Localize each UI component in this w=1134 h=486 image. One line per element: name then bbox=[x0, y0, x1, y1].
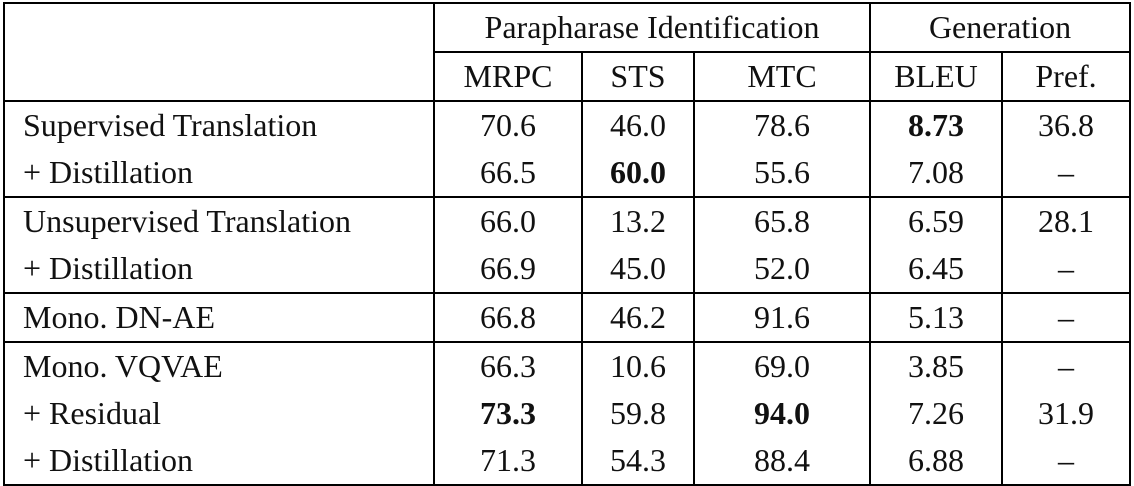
table-body: Parapharase Identification Generation MR… bbox=[3, 2, 1132, 486]
row-label: Supervised Translation bbox=[3, 100, 435, 149]
header-row-groups: Parapharase Identification Generation bbox=[3, 2, 1132, 53]
cell-bleu: 8.73 bbox=[869, 100, 1004, 149]
cell-mtc: 94.0 bbox=[692, 390, 872, 437]
table-row: Supervised Translation 70.6 46.0 78.6 8.… bbox=[3, 100, 1132, 149]
results-table: Parapharase Identification Generation MR… bbox=[3, 2, 1132, 486]
cell-sts: 45.0 bbox=[581, 245, 695, 293]
cell-mtc: 52.0 bbox=[692, 245, 872, 293]
header-corner-cell bbox=[3, 2, 435, 52]
group-header-paraphrase: Parapharase Identification bbox=[432, 2, 872, 53]
cell-mrpc: 66.5 bbox=[433, 149, 583, 197]
header-corner-cell-lower bbox=[3, 52, 435, 101]
cell-mrpc: 66.0 bbox=[433, 196, 583, 245]
cell-mtc: 55.6 bbox=[692, 149, 872, 197]
cell-pref: – bbox=[1001, 245, 1132, 293]
table-row: + Distillation 66.5 60.0 55.6 7.08 – bbox=[3, 149, 1132, 197]
row-label: + Distillation bbox=[3, 149, 435, 197]
cell-sts: 54.3 bbox=[581, 437, 695, 486]
cell-mrpc: 66.9 bbox=[433, 245, 583, 293]
row-label: + Residual bbox=[3, 390, 435, 437]
row-label: + Distillation bbox=[3, 437, 435, 486]
row-label: Mono. DN-AE bbox=[3, 292, 435, 342]
column-header-bleu: BLEU bbox=[869, 52, 1004, 101]
header-row-columns: MRPC STS MTC BLEU Pref. bbox=[3, 52, 1132, 101]
cell-mrpc: 71.3 bbox=[433, 437, 583, 486]
cell-pref: – bbox=[1001, 149, 1132, 197]
cell-bleu: 6.45 bbox=[869, 245, 1004, 293]
column-header-pref: Pref. bbox=[1001, 52, 1132, 101]
row-label: + Distillation bbox=[3, 245, 435, 293]
cell-mtc: 91.6 bbox=[692, 292, 872, 342]
cell-mrpc: 66.3 bbox=[433, 341, 583, 390]
table-row: + Residual 73.3 59.8 94.0 7.26 31.9 bbox=[3, 390, 1132, 437]
cell-bleu: 7.26 bbox=[869, 390, 1004, 437]
cell-bleu: 6.88 bbox=[869, 437, 1004, 486]
row-label: Unsupervised Translation bbox=[3, 196, 435, 245]
cell-pref: – bbox=[1001, 292, 1132, 342]
cell-bleu: 6.59 bbox=[869, 196, 1004, 245]
table-row: Mono. VQVAE 66.3 10.6 69.0 3.85 – bbox=[3, 341, 1132, 390]
table-row: Unsupervised Translation 66.0 13.2 65.8 … bbox=[3, 196, 1132, 245]
column-header-sts: STS bbox=[581, 52, 695, 101]
cell-sts: 59.8 bbox=[581, 390, 695, 437]
cell-mtc: 78.6 bbox=[692, 100, 872, 149]
cell-pref: 31.9 bbox=[1001, 390, 1132, 437]
column-header-mtc: MTC bbox=[692, 52, 872, 101]
table-row: Mono. DN-AE 66.8 46.2 91.6 5.13 – bbox=[3, 292, 1132, 342]
cell-sts: 10.6 bbox=[581, 341, 695, 390]
cell-pref: – bbox=[1001, 437, 1132, 486]
group-header-generation: Generation bbox=[869, 2, 1132, 53]
cell-pref: 36.8 bbox=[1001, 100, 1132, 149]
cell-bleu: 5.13 bbox=[869, 292, 1004, 342]
column-header-mrpc: MRPC bbox=[433, 52, 583, 101]
table-row: + Distillation 71.3 54.3 88.4 6.88 – bbox=[3, 437, 1132, 486]
cell-pref: – bbox=[1001, 341, 1132, 390]
cell-sts: 46.2 bbox=[581, 292, 695, 342]
cell-mrpc: 70.6 bbox=[433, 100, 583, 149]
cell-bleu: 3.85 bbox=[869, 341, 1004, 390]
cell-mtc: 69.0 bbox=[692, 341, 872, 390]
row-label: Mono. VQVAE bbox=[3, 341, 435, 390]
cell-mtc: 88.4 bbox=[692, 437, 872, 486]
cell-mrpc: 66.8 bbox=[433, 292, 583, 342]
cell-bleu: 7.08 bbox=[869, 149, 1004, 197]
cell-sts: 13.2 bbox=[581, 196, 695, 245]
table-row: + Distillation 66.9 45.0 52.0 6.45 – bbox=[3, 245, 1132, 293]
cell-mrpc: 73.3 bbox=[433, 390, 583, 437]
cell-pref: 28.1 bbox=[1001, 196, 1132, 245]
cell-sts: 60.0 bbox=[581, 149, 695, 197]
cell-mtc: 65.8 bbox=[692, 196, 872, 245]
cell-sts: 46.0 bbox=[581, 100, 695, 149]
